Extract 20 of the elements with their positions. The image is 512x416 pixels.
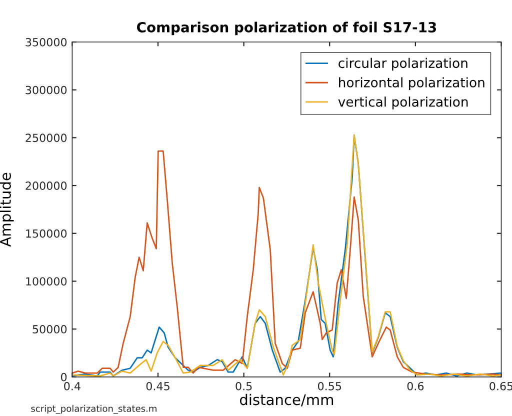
y-tick-label: 0	[60, 372, 67, 382]
chart-title: Comparison polarization of foil S17-13	[137, 22, 436, 36]
text: script_polarization_states.m	[31, 404, 156, 414]
legend-label: vertical polarization	[338, 96, 468, 110]
legend-label: circular polarization	[338, 58, 468, 71]
y-tick-label: 350000	[26, 38, 67, 46]
x-tick-label: 0.45	[146, 382, 170, 390]
y-tick-label: 100000	[26, 277, 67, 286]
y-tick-label: 150000	[26, 229, 67, 238]
x-tick-label: 0.6	[407, 382, 424, 390]
x-tick-label: 0.5	[236, 382, 252, 390]
x-tick-label: 0.55	[318, 382, 342, 390]
y-tick-label: 200000	[26, 182, 67, 190]
y-tick-label: 300000	[26, 86, 67, 94]
legend-label: horizontal polarization	[339, 77, 484, 90]
x-tick-label: 0.4	[64, 382, 80, 390]
y-tick-label: 50000	[32, 325, 67, 334]
y-tick-label: 250000	[26, 134, 67, 142]
y-axis-title: Amplitude	[0, 172, 14, 247]
x-axis-title: distance/mm	[240, 394, 334, 406]
